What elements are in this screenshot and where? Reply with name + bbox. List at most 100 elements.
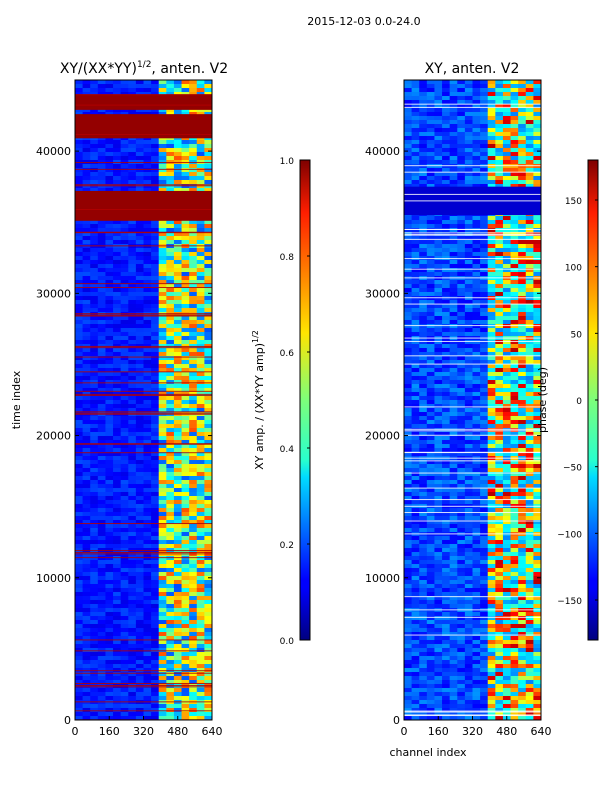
heatmap-cell [82,648,91,653]
heatmap-cell [97,572,106,577]
heatmap-cell [128,476,137,481]
heatmap-cell [166,532,175,537]
heatmap-cell [495,380,504,385]
heatmap-cell [113,656,121,661]
heatmap-cell [158,644,167,649]
heatmap-cell [189,532,198,537]
heatmap-cell [82,304,91,309]
heatmap-cell [113,684,121,689]
heatmap-cell [510,152,519,157]
heatmap-cell [411,156,420,161]
heatmap-cell [113,440,121,445]
heatmap-cell [113,444,121,449]
heatmap-cell [442,376,450,381]
heatmap-cell [510,80,519,85]
heatmap-cell [82,464,91,469]
heatmap-cell [128,500,137,505]
heatmap-cell [158,260,167,265]
heatmap-cell [472,128,481,133]
heatmap-cell [464,340,473,345]
heatmap-cell [189,264,198,269]
heatmap-cell [97,292,106,297]
heatmap-cell [97,444,106,449]
heatmap-cell [181,220,190,225]
heatmap-cell [449,236,458,241]
heatmap-cell [173,588,182,593]
heatmap-cell [189,572,198,577]
heatmap-cell [128,600,137,605]
heatmap-cell [120,388,129,393]
heatmap-cell [533,412,542,417]
heatmap-cell [120,476,129,481]
heatmap-cell [204,336,213,341]
heatmap-cell [75,616,83,621]
heatmap-cell [472,92,481,97]
heatmap-cell [434,432,443,437]
heatmap-cell [120,340,129,345]
heatmap-cell [442,156,450,161]
heatmap-cell [135,532,144,537]
heatmap-cell [135,512,144,517]
heatmap-cell [495,480,504,485]
heatmap-cell [426,116,435,121]
heatmap-cell [196,80,205,85]
heatmap-cell [419,240,428,245]
heatmap-cell [480,132,489,137]
heatmap-cell [411,492,420,497]
heatmap-cell [487,300,496,305]
heatmap-cell [442,328,450,333]
heatmap-streak [75,347,212,349]
heatmap-cell [75,432,83,437]
heatmap-cell [75,664,83,669]
heatmap-streak [75,283,212,285]
heatmap-cell [480,220,489,225]
heatmap-cell [426,100,435,105]
heatmap-cell [181,308,190,313]
heatmap-streak [75,701,212,703]
heatmap-cell [158,284,167,289]
heatmap-cell [166,260,175,265]
heatmap-cell [151,92,160,97]
heatmap-cell [151,428,160,433]
heatmap-cell [419,152,428,157]
heatmap-cell [204,224,213,229]
heatmap-cell [487,176,496,181]
heatmap-cell [457,468,466,473]
heatmap-cell [487,428,496,433]
heatmap-cell [457,432,466,437]
heatmap-cell [189,268,198,273]
heatmap-cell [151,628,160,633]
heatmap-cell [113,480,121,485]
colorbar-tick-label: 0.2 [280,541,294,551]
heatmap-cell [495,300,504,305]
heatmap-cell [181,360,190,365]
heatmap-cell [196,424,205,429]
heatmap-cell [97,704,106,709]
heatmap-cell [181,248,190,253]
heatmap-cell [128,292,137,297]
heatmap-cell [510,228,519,233]
heatmap-cell [151,224,160,229]
heatmap-cell [189,616,198,621]
heatmap-cell [495,428,504,433]
heatmap-cell [434,248,443,253]
heatmap-cell [533,384,542,389]
heatmap-cell [419,372,428,377]
heatmap-cell [464,396,473,401]
y-tick-label: 40000 [36,145,71,158]
heatmap-cell [158,396,167,401]
heatmap-cell [204,636,213,641]
heatmap-cell [113,580,121,585]
heatmap-cell [189,712,198,717]
heatmap-cell [495,172,504,177]
heatmap-cell [105,408,114,413]
heatmap-cell [135,628,144,633]
heatmap-cell [105,596,114,601]
heatmap-cell [426,132,435,137]
heatmap-cell [143,532,152,537]
heatmap-cell [472,344,481,349]
heatmap-cell [113,228,121,233]
heatmap-cell [113,280,121,285]
heatmap-cell [525,312,534,317]
heatmap-cell [411,108,420,113]
